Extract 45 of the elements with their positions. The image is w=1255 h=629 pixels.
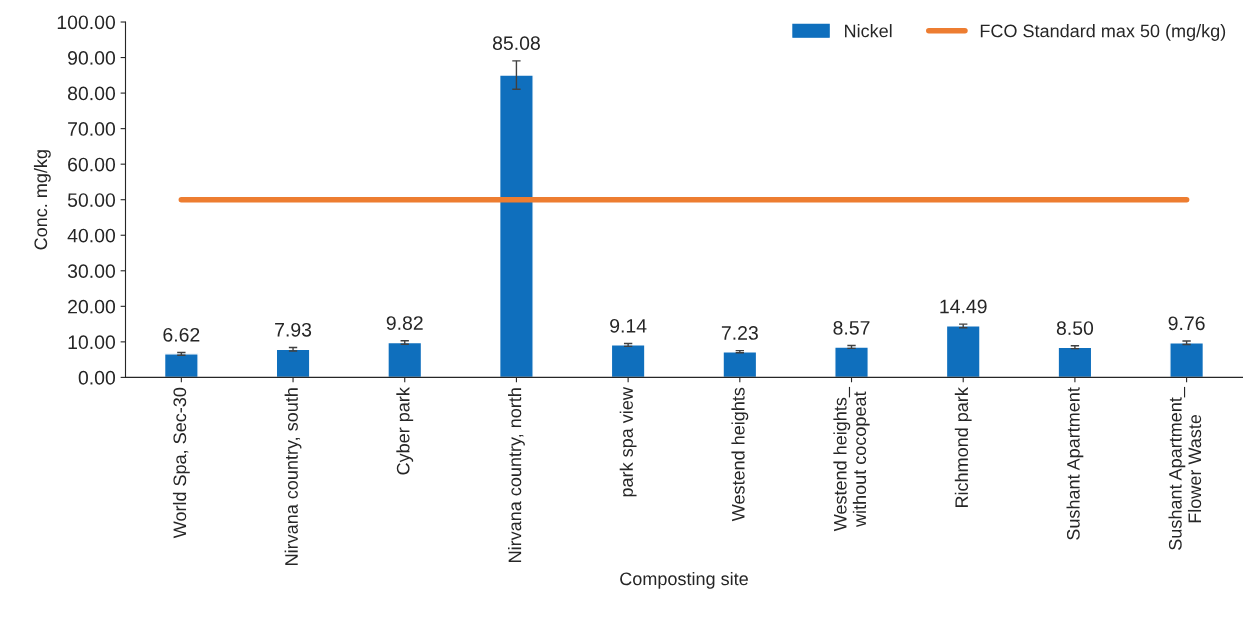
x-tick-label: Sushant Apartment xyxy=(1066,387,1084,540)
data-label: 9.14 xyxy=(610,318,647,333)
bar xyxy=(387,341,423,378)
data-label: 7.93 xyxy=(275,322,312,337)
x-tick-label: Westend heights xyxy=(731,387,749,522)
y-tick-label: 80.00 xyxy=(67,86,116,101)
y-tick-label: 30.00 xyxy=(67,264,116,279)
x-tick-label: Richmond park xyxy=(954,387,972,508)
y-tick-label: 100.00 xyxy=(57,15,116,30)
x-tick-label: park spa view xyxy=(619,387,637,497)
data-label: 7.23 xyxy=(721,326,758,340)
bar xyxy=(722,351,758,378)
y-tick-label: 50.00 xyxy=(67,193,116,207)
bar xyxy=(163,353,199,378)
y-tick-label: 40.00 xyxy=(67,228,116,243)
y-tick-label: 0.00 xyxy=(78,370,116,385)
y-tick-label: 20.00 xyxy=(68,299,116,314)
data-label: 14.49 xyxy=(940,299,987,314)
legend-label: Nickel xyxy=(845,24,892,38)
y-tick-label: 90.00 xyxy=(68,51,116,65)
x-axis-title: Composting site xyxy=(620,571,748,589)
y-tick-label: 60.00 xyxy=(68,157,116,172)
bar xyxy=(1057,346,1093,378)
data-label: 85.08 xyxy=(492,36,540,51)
data-label: 6.62 xyxy=(163,327,200,342)
y-tick-label: 70.00 xyxy=(68,122,116,136)
x-tick-label: Sushant Apartment_ Flower Waste xyxy=(1168,386,1202,550)
x-tick-label: Nirvana country, south xyxy=(284,388,302,565)
bar xyxy=(610,344,646,378)
bar xyxy=(498,74,534,378)
data-label: 8.57 xyxy=(833,320,870,335)
x-tick-label: World Spa, Sec-30 xyxy=(172,387,190,539)
y-tick-label: 10.00 xyxy=(68,335,116,350)
x-tick-label: Cyber park xyxy=(396,387,414,475)
x-tick-label: Nirvana country, north xyxy=(508,388,525,562)
bar xyxy=(275,348,311,378)
data-label: 9.76 xyxy=(1168,316,1205,331)
bar xyxy=(1169,342,1205,378)
x-tick-label: Westend heights_ without cocopeat xyxy=(833,386,870,532)
bar xyxy=(945,325,981,378)
legend-label: FCO Standard max 50 (mg/kg) xyxy=(980,24,1226,41)
y-axis-title: Conc. mg/kg xyxy=(33,150,51,250)
bar xyxy=(834,346,869,378)
data-label: 9.82 xyxy=(386,316,423,330)
data-label: 8.50 xyxy=(1056,321,1094,335)
